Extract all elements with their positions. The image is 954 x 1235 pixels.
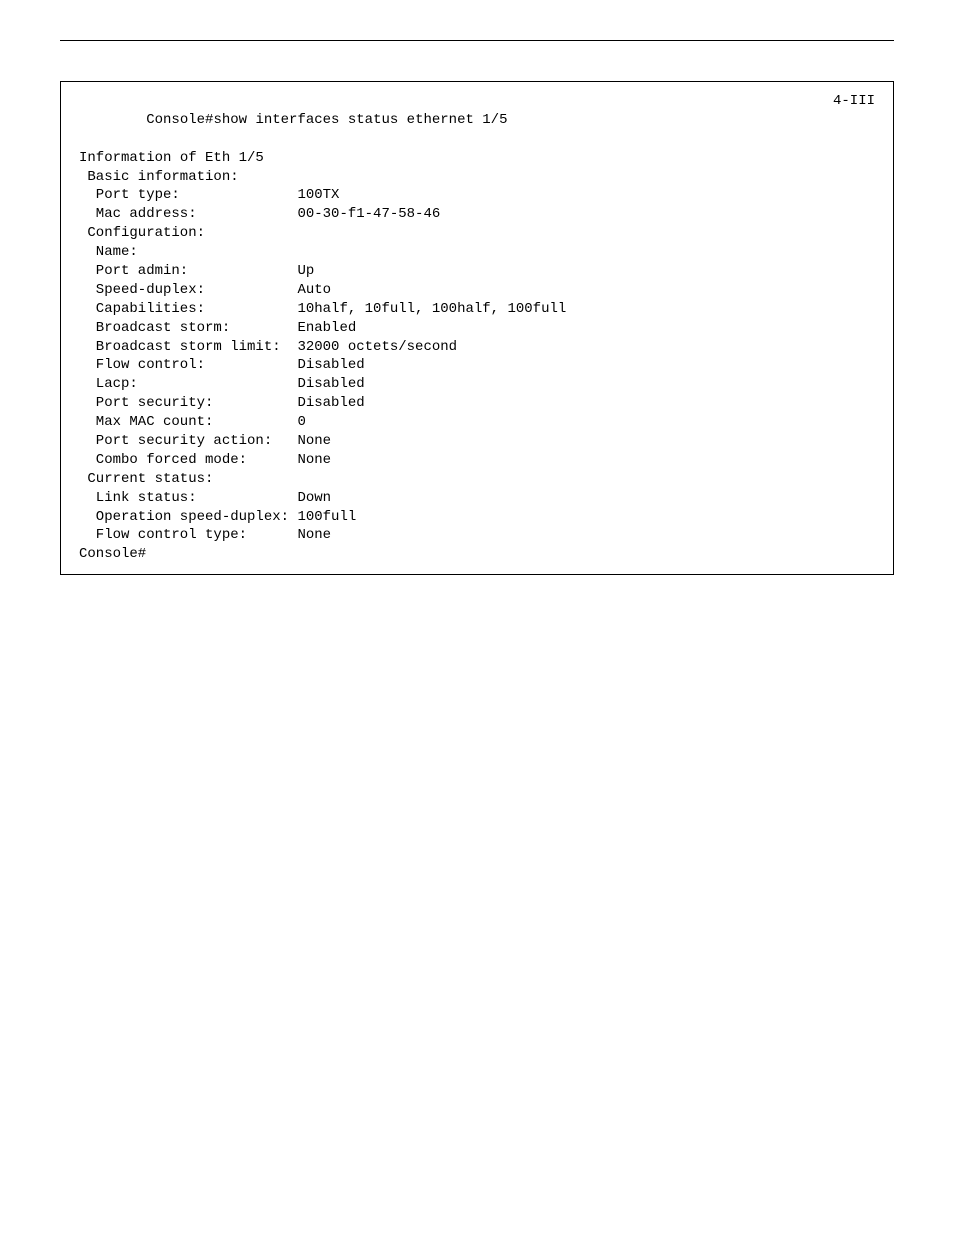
field-value: Down — [297, 489, 331, 508]
field-row: Mac address: 00-30-f1-47-58-46 — [79, 205, 875, 224]
field-label: Link status: — [96, 489, 298, 508]
field-row: Link status: Down — [79, 489, 875, 508]
field-value: Disabled — [297, 394, 364, 413]
field-row: Broadcast storm limit: 32000 octets/seco… — [79, 338, 875, 357]
field-row: Capabilities: 10half, 10full, 100half, 1… — [79, 300, 875, 319]
field-value: Enabled — [297, 319, 356, 338]
field-row: Port admin: Up — [79, 262, 875, 281]
field-label: Mac address: — [96, 205, 298, 224]
field-row: Combo forced mode: None — [79, 451, 875, 470]
field-row: Flow control type: None — [79, 526, 875, 545]
console-prompt: Console# — [146, 112, 213, 128]
field-label: Port type: — [96, 186, 298, 205]
field-row: Port type: 100TX — [79, 186, 875, 205]
field-row: Max MAC count: 0 — [79, 413, 875, 432]
field-label: Capabilities: — [96, 300, 298, 319]
field-value: 00-30-f1-47-58-46 — [297, 205, 440, 224]
field-row: Speed-duplex: Auto — [79, 281, 875, 300]
field-value: Up — [297, 262, 314, 281]
field-label: Port admin: — [96, 262, 298, 281]
field-value: Auto — [297, 281, 331, 300]
field-value: 32000 octets/second — [297, 338, 457, 357]
field-value: Disabled — [297, 356, 364, 375]
field-value: None — [297, 432, 331, 451]
field-label: Broadcast storm limit: — [96, 338, 298, 357]
section-header-config: Configuration: — [79, 224, 875, 243]
field-label: Operation speed-duplex: — [96, 508, 298, 527]
field-label: Speed-duplex: — [96, 281, 298, 300]
field-label: Flow control type: — [96, 526, 298, 545]
final-prompt: Console# — [79, 545, 875, 564]
field-value: 100full — [297, 508, 356, 527]
field-value: 100TX — [297, 186, 339, 205]
field-label: Max MAC count: — [96, 413, 298, 432]
field-row: Flow control: Disabled — [79, 356, 875, 375]
field-row: Broadcast storm: Enabled — [79, 319, 875, 338]
field-label: Name: — [96, 243, 298, 262]
field-label: Flow control: — [96, 356, 298, 375]
field-value: Disabled — [297, 375, 364, 394]
field-label: Combo forced mode: — [96, 451, 298, 470]
field-row: Port security action: None — [79, 432, 875, 451]
info-line: Information of Eth 1/5 — [79, 149, 875, 168]
field-value: 10half, 10full, 100half, 100full — [297, 300, 566, 319]
command-line: Console#show interfaces status ethernet … — [79, 92, 875, 149]
field-row: Port security: Disabled — [79, 394, 875, 413]
field-label: Broadcast storm: — [96, 319, 298, 338]
command-text: show interfaces status ethernet 1/5 — [213, 112, 507, 128]
field-label: Lacp: — [96, 375, 298, 394]
page-top-rule — [60, 40, 894, 41]
field-row: Name: — [79, 243, 875, 262]
field-value: None — [297, 451, 331, 470]
field-label: Port security: — [96, 394, 298, 413]
terminal-output-box: Console#show interfaces status ethernet … — [60, 81, 894, 575]
field-row: Lacp: Disabled — [79, 375, 875, 394]
field-label: Port security action: — [96, 432, 298, 451]
page-marker: 4-III — [833, 92, 875, 149]
field-value: 0 — [297, 413, 305, 432]
field-value: None — [297, 526, 331, 545]
field-row: Operation speed-duplex: 100full — [79, 508, 875, 527]
section-header-status: Current status: — [79, 470, 875, 489]
section-header-basic: Basic information: — [79, 168, 875, 187]
